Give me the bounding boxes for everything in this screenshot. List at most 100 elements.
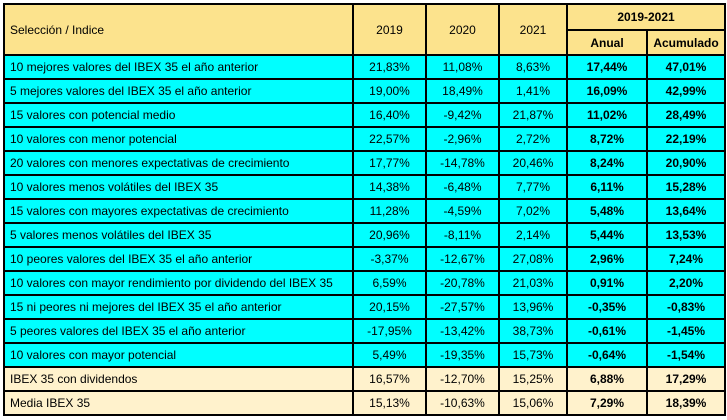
value-cell: 42,99% [645,78,727,104]
row-label: 15 ni peores ni mejores del IBEX 35 el a… [3,294,354,320]
value-cell: -0,61% [566,318,648,344]
value-cell: 8,24% [566,150,648,176]
value-cell: 11,02% [566,102,648,128]
value-cell: 6,88% [566,366,648,392]
value-cell: -20,78% [425,270,500,296]
value-cell: -1,54% [645,342,727,368]
row-label: 10 peores valores del IBEX 35 el año ant… [3,246,354,272]
value-cell: 0,91% [566,270,648,296]
table-row: 20 valores con menores expectativas de c… [3,150,727,176]
value-cell: -0,35% [566,294,648,320]
value-cell: 28,49% [645,102,727,128]
value-cell: 15,73% [498,342,568,368]
column-header-2020: 2020 [425,3,500,56]
value-cell: 16,09% [566,78,648,104]
value-cell: 1,41% [498,78,568,104]
row-label: 10 valores con mayor rendimiento por div… [3,270,354,296]
ibex-performance-table: Selección / Indice 2019 2020 2021 2019-2… [3,3,727,416]
value-cell: -8,11% [425,222,500,248]
value-cell: 15,13% [352,390,427,416]
value-cell: 2,14% [498,222,568,248]
row-label: 15 valores con mayores expectativas de c… [3,198,354,224]
value-cell: 7,02% [498,198,568,224]
value-cell: 7,24% [645,246,727,272]
column-header-2019: 2019 [352,3,427,56]
table-row: 10 mejores valores del IBEX 35 el año an… [3,54,727,80]
value-cell: -1,45% [645,318,727,344]
value-cell: 27,08% [498,246,568,272]
value-cell: 22,19% [645,126,727,152]
value-cell: 14,38% [352,174,427,200]
value-cell: 17,77% [352,150,427,176]
value-cell: -2,96% [425,126,500,152]
value-cell: -10,63% [425,390,500,416]
value-cell: 17,44% [566,54,648,80]
table-row: IBEX 35 con dividendos 16,57% -12,70% 15,25… [3,366,727,392]
table-row: 5 mejores valores del IBEX 35 el año ant… [3,78,727,104]
value-cell: 13,53% [645,222,727,248]
value-cell: 19,00% [352,78,427,104]
value-cell: 5,44% [566,222,648,248]
table-row: 15 ni peores ni mejores del IBEX 35 el a… [3,294,727,320]
value-cell: 22,57% [352,126,427,152]
value-cell: -17,95% [352,318,427,344]
table-row: 10 valores con mayor potencial 5,49% -19,3… [3,342,727,368]
value-cell: 7,29% [566,390,648,416]
table-row: Media IBEX 35 15,13% -10,63% 15,06% 7,29% 18,… [3,390,727,416]
column-header-selection-indice: Selección / Indice [3,3,354,56]
value-cell: -6,48% [425,174,500,200]
value-cell: -13,42% [425,318,500,344]
table-row: 5 valores menos volátiles del IBEX 35 20,… [3,222,727,248]
value-cell: 20,90% [645,150,727,176]
value-cell: -0,64% [566,342,648,368]
value-cell: 15,28% [645,174,727,200]
value-cell: 6,59% [352,270,427,296]
row-label: 5 mejores valores del IBEX 35 el año ant… [3,78,354,104]
value-cell: 15,06% [498,390,568,416]
value-cell: -0,83% [645,294,727,320]
row-label: Media IBEX 35 [3,390,354,416]
value-cell: 20,15% [352,294,427,320]
value-cell: -27,57% [425,294,500,320]
row-label: 5 valores menos volátiles del IBEX 35 [3,222,354,248]
row-label: 10 valores con menor potencial [3,126,354,152]
table-body: 10 mejores valores del IBEX 35 el año an… [3,54,727,416]
value-cell: 18,39% [645,390,727,416]
value-cell: -12,70% [425,366,500,392]
value-cell: 15,25% [498,366,568,392]
value-cell: 8,63% [498,54,568,80]
row-label: 10 valores menos volátiles del IBEX 35 [3,174,354,200]
row-label: 15 valores con potencial medio [3,102,354,128]
column-group-header-2019-2021: 2019-2021 [565,3,727,31]
table-row: 10 peores valores del IBEX 35 el año ant… [3,246,727,272]
value-cell: 5,49% [352,342,427,368]
value-cell: 13,96% [498,294,568,320]
value-cell: -14,78% [425,150,500,176]
value-cell: 20,96% [352,222,427,248]
row-label: 20 valores con menores expectativas de c… [3,150,354,176]
value-cell: 21,03% [498,270,568,296]
row-label: IBEX 35 con dividendos [3,366,354,392]
value-cell: 17,29% [645,366,727,392]
value-cell: 38,73% [498,318,568,344]
table-row: 10 valores con mayor rendimiento por div… [3,270,727,296]
value-cell: 2,72% [498,126,568,152]
table-row: 15 valores con mayores expectativas de c… [3,198,727,224]
value-cell: 47,01% [645,54,727,80]
value-cell: 16,40% [352,102,427,128]
value-cell: 11,08% [425,54,500,80]
value-cell: 8,72% [566,126,648,152]
table-row: 15 valores con potencial medio 16,40% -9,4… [3,102,727,128]
value-cell: -12,67% [425,246,500,272]
value-cell: 16,57% [352,366,427,392]
table-row: 5 peores valores del IBEX 35 el año ante… [3,318,727,344]
value-cell: 20,46% [498,150,568,176]
value-cell: -19,35% [425,342,500,368]
row-label: 10 valores con mayor potencial [3,342,354,368]
value-cell: -3,37% [352,246,427,272]
row-label: 5 peores valores del IBEX 35 el año ante… [3,318,354,344]
column-header-anual: Anual [566,29,648,56]
table-row: 10 valores menos volátiles del IBEX 35 14… [3,174,727,200]
value-cell: 2,20% [645,270,727,296]
value-cell: 7,77% [498,174,568,200]
